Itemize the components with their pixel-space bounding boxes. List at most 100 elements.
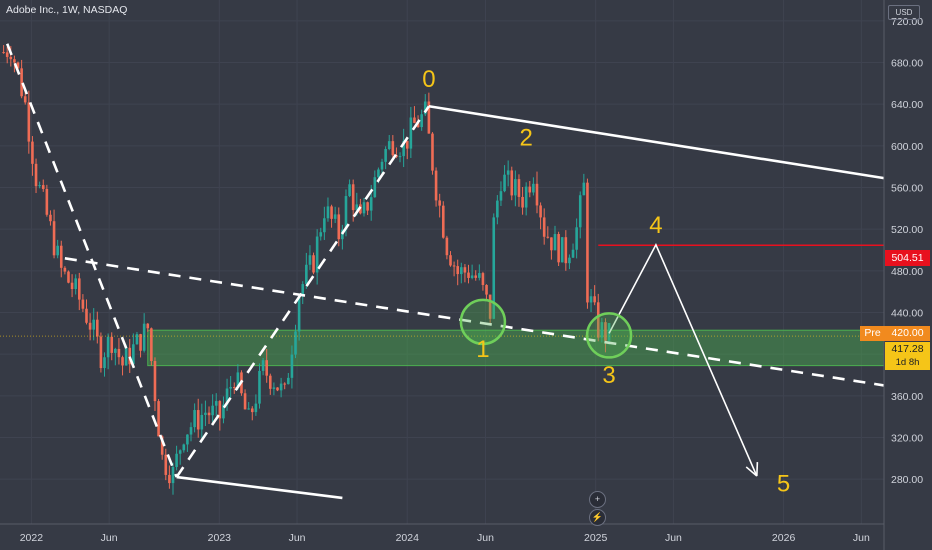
candle-body [114,348,117,353]
candle-body [218,401,222,419]
candle-body [135,334,139,345]
currency-badge[interactable]: USD [888,5,920,20]
candle-body [178,450,182,454]
candle-body [110,336,114,353]
candle-body [92,319,96,330]
candle-body [420,114,423,128]
time-axis[interactable]: 2022 Jun 2023 Jun 2024 Jun 2025 Jun 2026 Jun [20,532,870,544]
time-tick-label: 2026 [772,532,796,544]
wave-circle-marker [585,312,633,359]
candle-body [524,186,528,208]
candle-body [546,236,550,238]
candle-body [510,170,514,196]
candle-body [211,405,214,416]
candle-body [279,383,283,391]
candle-body [366,202,369,211]
candle-body [38,185,41,187]
candle-body [380,161,384,170]
candle-body [308,255,312,265]
candle-body [164,454,168,475]
candle-body [557,234,560,263]
candle-body [222,404,225,419]
candle-body [297,296,301,332]
candle-body [52,221,56,256]
candle-body [449,255,452,266]
drawings [0,43,885,500]
candle-body [405,140,409,149]
candle-body [499,191,503,201]
candle-body [326,206,330,219]
candle-body [77,278,81,300]
candle-body [492,217,496,319]
price-tick-label: 560.00 [891,183,923,195]
candle-body [103,357,106,369]
candle-body [333,214,337,219]
candle-body [319,232,323,237]
candle-body [132,344,135,365]
symbol-title[interactable]: Adobe Inc., 1W, NASDAQ [6,4,128,16]
candle-body [506,170,510,175]
candle-body [355,204,359,211]
candle-body [330,206,333,219]
candle-body [369,197,373,211]
candle-body [99,336,103,369]
candle-body [20,68,23,97]
candle-body [604,322,607,341]
projection-path [608,242,758,477]
candle-body [27,102,31,142]
candle-body [398,156,402,158]
candle-body [481,273,485,286]
candle-body [409,117,413,149]
candles [2,45,611,495]
candle-body [175,453,178,467]
price-tick-label: 280.00 [891,474,923,486]
candle-body [474,275,478,278]
last-price-value: 417.28 [891,343,924,355]
candle-body [445,237,449,256]
candle-body [452,265,456,267]
candle-body [243,393,247,410]
candle-body [460,267,463,275]
candle-body [528,186,532,193]
time-tick-label: 2025 [584,532,608,544]
candle-body [214,401,218,406]
plus-circle-icon[interactable]: + [589,491,606,508]
candle-body [186,434,189,445]
wave-circle-marker [459,298,507,346]
candle-body [427,101,431,134]
time-tick-label: Jun [665,532,682,544]
candle-body [207,412,211,416]
candle-body [88,322,92,330]
candle-body [168,474,171,484]
candle-body [564,237,568,264]
candle-body [532,183,535,193]
candle-body [34,163,38,187]
candle-body [128,347,132,365]
dashed-trendline [5,43,178,478]
candle-body [441,205,445,238]
candle-body [373,177,377,198]
candle-body [315,236,319,273]
candle-body [142,323,146,351]
candle-body [578,195,582,228]
candle-body [272,387,276,389]
candle-body [323,218,326,233]
candle-body [150,328,153,362]
price-tick-label: 720.00 [891,16,923,28]
candle-body [13,59,16,63]
lightning-icon[interactable]: ⚡ [589,509,606,526]
candle-body [200,414,204,430]
price-tick-label: 640.00 [891,99,923,111]
candle-body [582,182,586,196]
candle-body [301,284,305,297]
candle-body [171,466,175,484]
time-tick-label: Jun [289,532,306,544]
candle-body [56,245,59,256]
premarket-label: Pre [860,326,885,341]
candle-body [423,101,427,115]
candle-body [247,408,250,410]
wave-label: 1 [476,336,489,363]
candle-body [589,296,593,303]
